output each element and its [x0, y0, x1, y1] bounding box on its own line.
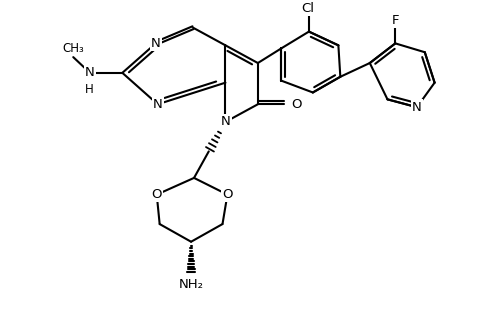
Text: H: H: [84, 83, 94, 96]
Text: N: N: [85, 66, 95, 79]
Text: CH₃: CH₃: [62, 42, 84, 55]
Text: O: O: [152, 188, 162, 201]
Text: O: O: [291, 98, 302, 111]
Text: N: N: [412, 101, 422, 114]
Text: O: O: [222, 188, 232, 201]
Text: N: N: [153, 98, 162, 111]
Text: N: N: [220, 116, 230, 128]
Text: NH₂: NH₂: [178, 278, 204, 291]
Text: N: N: [151, 37, 160, 50]
Text: Cl: Cl: [302, 2, 314, 15]
Text: F: F: [392, 14, 399, 27]
